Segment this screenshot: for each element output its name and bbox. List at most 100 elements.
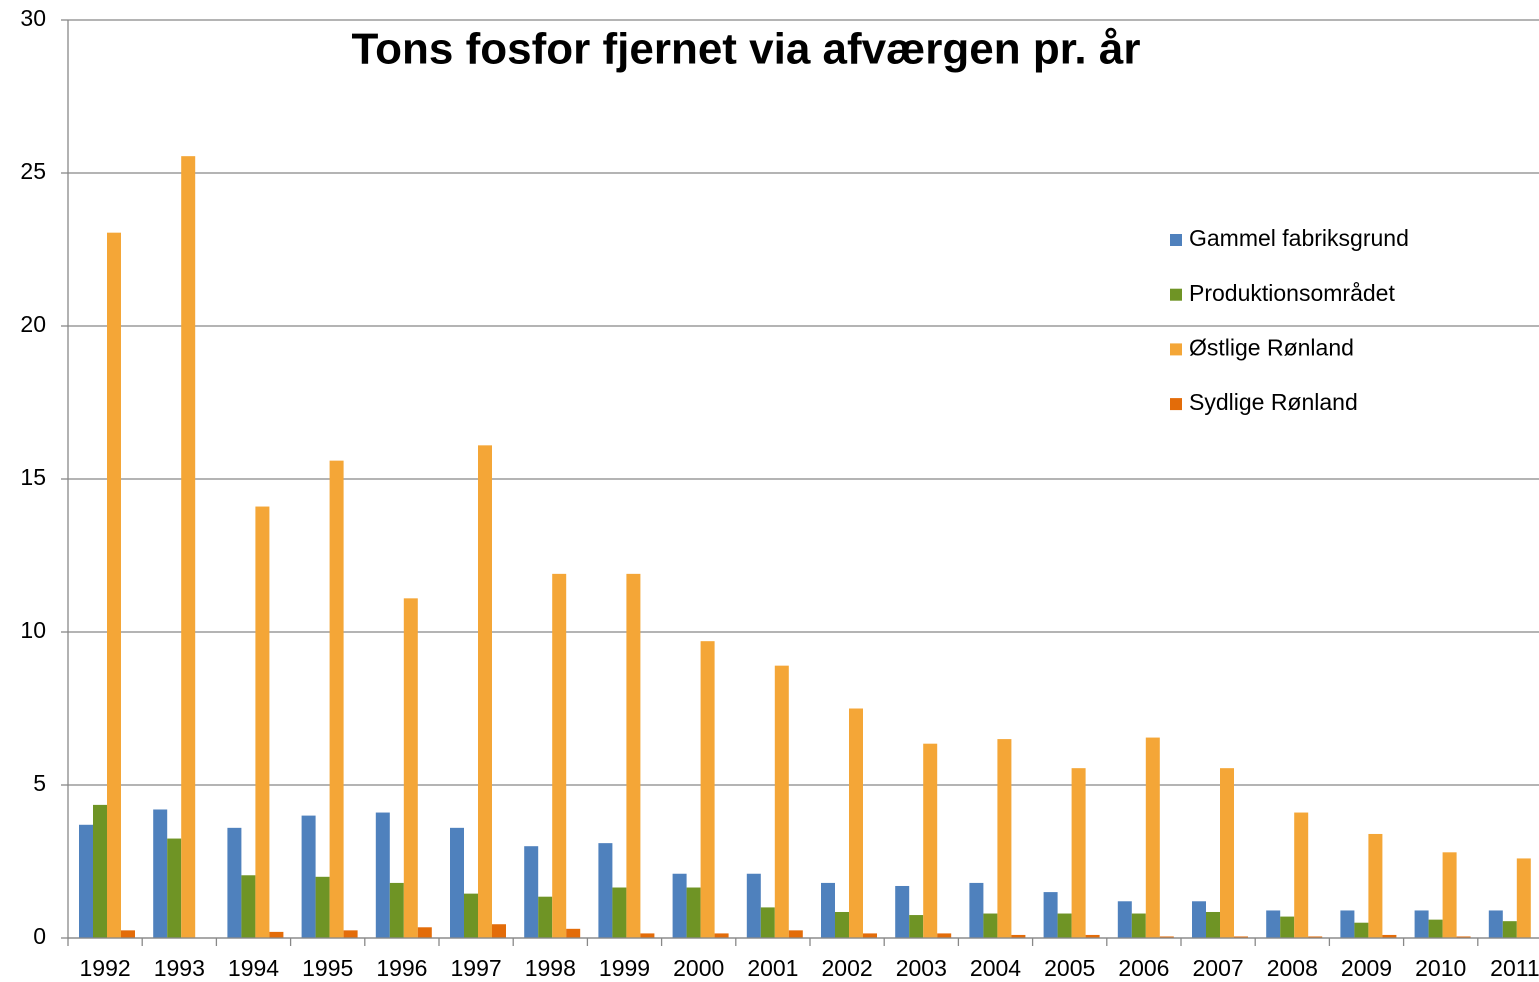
bar: [538, 896, 553, 938]
bar: [672, 873, 687, 938]
bar: [1057, 913, 1072, 938]
bar: [909, 915, 924, 938]
bar: [492, 924, 506, 938]
bar: [329, 460, 344, 938]
bar: [686, 887, 701, 938]
bar: [835, 911, 849, 938]
bar: [1428, 919, 1443, 938]
bar: [612, 887, 627, 938]
bar: [417, 927, 432, 938]
legend-label: Produktionsområdet: [1189, 280, 1395, 306]
bar: [969, 882, 984, 938]
bar: [1131, 913, 1146, 938]
x-tick-label: 2004: [970, 955, 1021, 981]
bar: [1414, 910, 1429, 938]
bar: [640, 933, 655, 938]
legend-swatch: [1170, 398, 1182, 411]
bar: [1043, 892, 1058, 938]
x-tick-label: 1997: [451, 955, 502, 981]
bar: [895, 885, 910, 938]
bar: [227, 827, 242, 938]
bar: [1442, 852, 1457, 938]
bar: [241, 875, 256, 938]
bar: [626, 573, 641, 938]
bar: [997, 739, 1012, 938]
bar: [464, 893, 478, 938]
bar: [1220, 768, 1234, 938]
bar: [700, 641, 715, 938]
y-tick-label: 5: [33, 770, 46, 796]
bar: [1516, 858, 1531, 938]
bar: [1340, 910, 1355, 938]
chart-title: Tons fosfor fjernet via afværgen pr. år: [352, 25, 1141, 74]
legend-label: Sydlige Rønland: [1189, 389, 1358, 415]
bar: [849, 708, 863, 938]
x-tick-label: 1994: [228, 955, 279, 981]
legend-swatch: [1170, 234, 1182, 246]
bar: [746, 873, 761, 938]
y-tick-label: 15: [20, 464, 46, 490]
bar: [478, 445, 492, 938]
y-tick-label: 25: [20, 158, 46, 184]
bar: [937, 933, 952, 938]
bar: [343, 930, 358, 938]
bar: [79, 824, 93, 938]
x-tick-label: 2003: [896, 955, 947, 981]
legend-label: Østlige Rønland: [1189, 334, 1354, 360]
bar: [301, 815, 316, 938]
x-tick-label: 2002: [822, 955, 873, 981]
bar: [760, 907, 775, 938]
bar: [774, 665, 789, 938]
bar: [1085, 934, 1100, 938]
x-tick-label: 1993: [154, 955, 205, 981]
x-tick-label: 2001: [747, 955, 798, 981]
x-tick-label: 2000: [673, 955, 724, 981]
x-tick-label: 2011: [1490, 955, 1539, 981]
bar: [315, 876, 330, 938]
bar: [1011, 934, 1026, 938]
x-tick-label: 1996: [376, 955, 427, 981]
x-tick-label: 2008: [1267, 955, 1318, 981]
bar: [1382, 934, 1397, 938]
bar: [375, 812, 390, 938]
x-tick-label: 1998: [525, 955, 576, 981]
bar: [93, 804, 107, 938]
bar: [821, 882, 835, 938]
bar: [1117, 901, 1132, 938]
x-tick-label: 1995: [302, 955, 353, 981]
y-tick-label: 10: [20, 617, 46, 643]
bar: [121, 930, 135, 938]
x-tick-label: 1992: [80, 955, 131, 981]
bar: [1308, 936, 1323, 938]
bar: [181, 156, 196, 939]
bar: [389, 882, 404, 938]
x-tick-label: 2007: [1193, 955, 1244, 981]
x-tick-label: 2010: [1415, 955, 1466, 981]
bar: [1266, 910, 1281, 938]
bar: [1159, 936, 1174, 938]
legend-label: Gammel fabriksgrund: [1189, 225, 1409, 251]
bar: [524, 846, 539, 938]
legend-swatch: [1170, 288, 1182, 301]
x-tick-label: 2005: [1044, 955, 1095, 981]
bar: [1456, 936, 1471, 938]
bar: [255, 506, 270, 938]
bar: [1145, 737, 1160, 938]
bar: [107, 232, 121, 939]
bar: [714, 933, 729, 938]
y-tick-label: 20: [20, 311, 46, 337]
bar: [1280, 916, 1295, 938]
bar: [552, 573, 567, 938]
bar: [983, 913, 998, 938]
bar: [598, 843, 613, 938]
bar: [450, 827, 464, 938]
bar: [403, 598, 418, 938]
y-tick-label: 30: [20, 5, 46, 31]
bar: [1294, 812, 1309, 938]
x-tick-label: 2006: [1118, 955, 1169, 981]
x-tick-label: 1999: [599, 955, 650, 981]
bar: [1071, 768, 1086, 938]
bar: [788, 930, 803, 938]
bar: [1192, 901, 1206, 938]
